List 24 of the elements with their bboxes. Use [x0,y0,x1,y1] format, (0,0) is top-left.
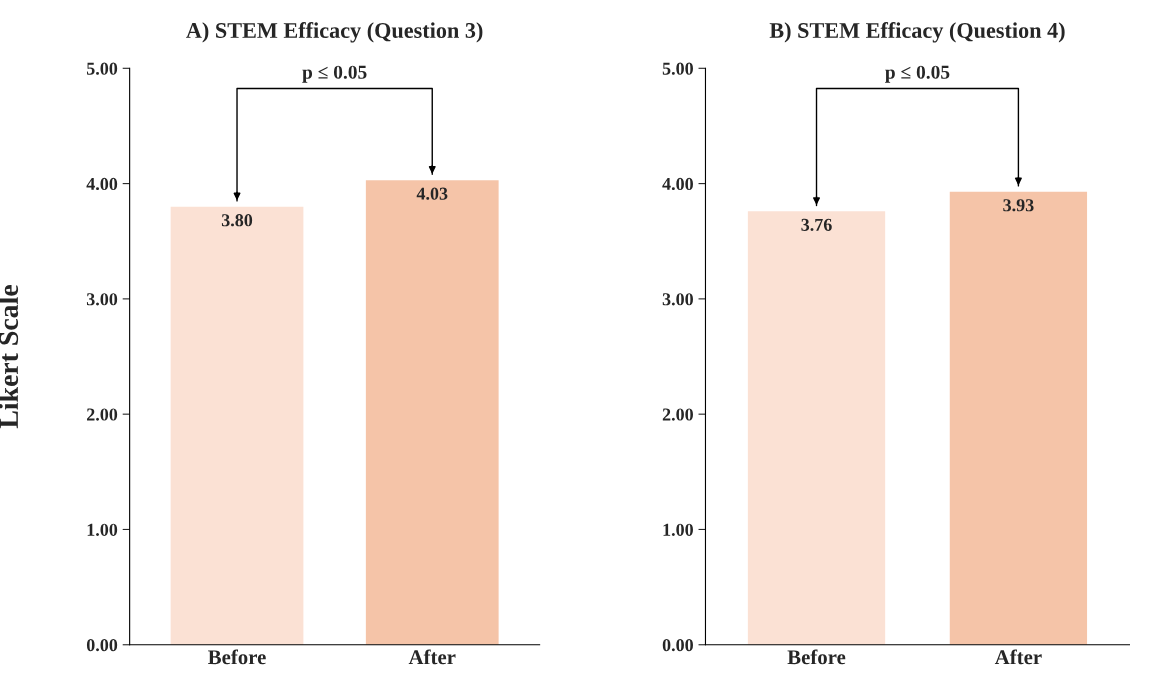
y-tick-label: 0.00 [662,639,693,652]
data-label: 4.03 [416,187,448,200]
y-tick-label: 0.00 [86,639,118,652]
annotation: p ≤ 0.05 [302,65,367,83]
y-tick-label: 3.00 [86,293,118,306]
x-tick-label: Before [208,649,266,665]
x-tick-label: Before [787,649,846,665]
y-tick-label: 1.00 [87,523,118,536]
chart-title: A) STEM Efficacy (Question 3) [186,22,483,43]
y-tick-label: 4.00 [662,177,693,191]
y-tick-label: 3.00 [662,293,693,306]
y-tick-label: 4.00 [86,177,118,191]
data-label: 3.93 [1003,199,1034,212]
x-tick-label: After [408,649,456,665]
y-tick-label: 2.00 [662,408,693,421]
data-label: 3.80 [221,214,253,227]
y-tick-label: 2.00 [87,408,118,421]
data-label: 3.76 [801,218,832,231]
y-tick-label: 5.00 [86,62,118,75]
x-tick-label: After [994,649,1042,665]
y-tick-label: 1.00 [663,523,693,536]
chart-title: B) STEM Efficacy (Question 4) [769,22,1065,43]
annotation: p ≤ 0.05 [885,65,950,83]
y-tick-label: 5.00 [662,62,693,75]
